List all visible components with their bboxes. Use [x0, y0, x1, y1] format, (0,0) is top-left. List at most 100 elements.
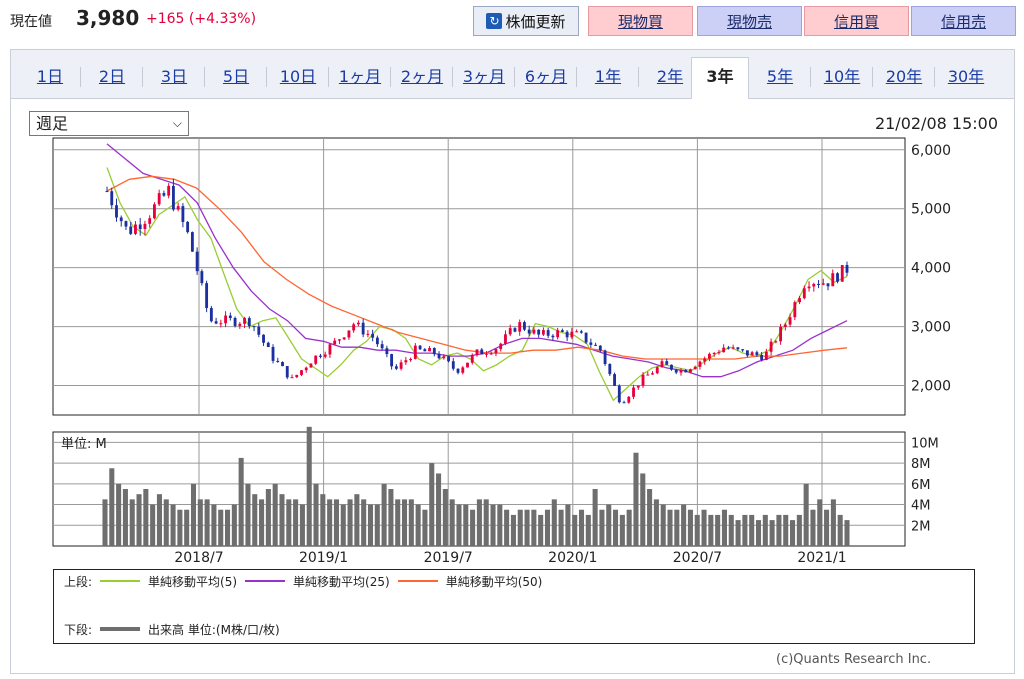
volume-bar	[190, 483, 197, 546]
candle-body	[532, 329, 536, 334]
tab-2d[interactable]: 2日	[81, 63, 143, 91]
tab-2y[interactable]: 2年	[656, 67, 684, 86]
volume-bar	[755, 520, 762, 546]
refresh-icon: ↻	[486, 13, 503, 29]
candle-body	[760, 354, 764, 360]
legend-lower-row: 下段: 出来高 単位:(M株/口/枚)	[64, 621, 280, 637]
cash-buy-button[interactable]: 現物買	[588, 6, 693, 36]
chart-panel: 1日 2日 3日 5日 10日 1ヶ月 2ヶ月 3ヶ月 6ヶ月 1年 2年 3年…	[10, 49, 1015, 674]
candle-body	[233, 317, 237, 326]
tab-10y[interactable]: 10年	[811, 63, 873, 91]
volume-bar	[204, 499, 210, 546]
candle-body	[105, 191, 109, 193]
volume-bar	[844, 520, 850, 546]
candle-body	[110, 191, 114, 206]
tab-3m[interactable]: 3ヶ月	[453, 63, 515, 91]
volume-bar	[388, 489, 394, 546]
candle-body	[181, 206, 185, 222]
interval-select[interactable]: 週足 ⌵	[29, 111, 189, 136]
candle-body	[622, 402, 626, 404]
price-chart-area: 6,000 5,000 4,000 3,000 2,000	[52, 137, 951, 416]
volume-bar	[211, 504, 217, 546]
candle-body	[722, 347, 726, 353]
volume-bar	[476, 499, 482, 546]
volume-bar	[483, 499, 489, 546]
volume-bar	[544, 509, 551, 546]
volume-y-axis: 10M 8M 6M 4M 2M	[911, 436, 939, 534]
legend-ma5-label: 単純移動平均(5)	[148, 574, 238, 589]
margin-buy-button[interactable]: 信用買	[804, 6, 909, 36]
volume-bar	[599, 509, 605, 546]
candle-body	[205, 283, 209, 309]
refresh-price-button[interactable]: ↻ 株価更新	[473, 6, 579, 36]
candle-body	[698, 361, 702, 367]
candle-body	[148, 218, 152, 224]
volume-bar	[490, 504, 496, 546]
candle-body	[456, 368, 460, 373]
candle-body	[712, 352, 716, 354]
volume-unit-label: 単位: M	[61, 436, 107, 452]
candle-body	[394, 366, 398, 369]
candle-body	[579, 331, 583, 333]
tab-5y[interactable]: 5年	[749, 63, 811, 91]
candle-body	[670, 364, 673, 370]
legend-volume-label: 出来高 単位:(M株/口/枚)	[148, 622, 280, 637]
volume-bar	[333, 499, 339, 546]
candle-body	[798, 298, 801, 303]
candle-body	[674, 369, 678, 373]
legend-volume-swatch	[100, 627, 141, 631]
candle-body	[171, 185, 175, 210]
tab-30y[interactable]: 30年	[947, 67, 985, 86]
candle-body	[812, 283, 816, 287]
tab-1d[interactable]: 1日	[19, 63, 81, 91]
volume-bar	[749, 514, 755, 546]
tab-10d[interactable]: 10日	[267, 63, 329, 91]
x-tick-label: 2020/7	[673, 550, 722, 566]
candle-body	[262, 334, 265, 343]
volume-bar	[674, 509, 680, 546]
candles	[105, 178, 849, 404]
candle-body	[319, 355, 322, 357]
volume-bar	[565, 504, 571, 546]
candle-body	[783, 324, 787, 327]
interval-select-value: 週足	[36, 114, 69, 133]
volume-bar	[626, 509, 632, 546]
tab-3d[interactable]: 3日	[143, 63, 205, 91]
tab-6m[interactable]: 6ヶ月	[515, 63, 577, 91]
tab-1m[interactable]: 1ヶ月	[329, 63, 391, 91]
legend-ma50-label: 単純移動平均(50)	[445, 574, 543, 589]
volume-bar	[694, 514, 700, 546]
candle-body	[589, 342, 593, 345]
volume-bar	[218, 509, 224, 546]
stock-chart: 6,000 5,000 4,000 3,000 2,000 10M 8M 6M 4M 2M 単位…	[52, 137, 951, 566]
candle-body	[570, 331, 574, 338]
candle-body	[418, 345, 422, 350]
volume-bar	[824, 509, 830, 546]
candle-body	[380, 344, 384, 349]
candle-body	[651, 373, 654, 375]
volume-bar	[143, 489, 149, 546]
legend-ma25-label: 単純移動平均(25)	[293, 574, 390, 589]
candle-body	[603, 350, 607, 365]
tab-1y[interactable]: 1年	[577, 63, 639, 91]
volume-bar	[456, 504, 462, 546]
volume-bar	[320, 494, 326, 546]
tab-5d[interactable]: 5日	[205, 63, 267, 91]
candle-body	[499, 343, 503, 350]
candle-body	[779, 326, 783, 342]
candle-body	[470, 355, 474, 363]
tab-3y[interactable]: 3年	[691, 57, 749, 99]
volume-bar	[681, 504, 687, 546]
tab-2m[interactable]: 2ヶ月	[391, 63, 453, 91]
cash-sell-button[interactable]: 現物売	[697, 6, 802, 36]
candle-body	[366, 333, 370, 335]
margin-sell-button[interactable]: 信用売	[911, 6, 1016, 36]
candle-body	[243, 318, 246, 324]
candle-body	[836, 273, 839, 282]
volume-tick-label: 8M	[911, 457, 931, 472]
candle-body	[508, 328, 512, 335]
tab-20y[interactable]: 20年	[873, 63, 935, 91]
x-tick-label: 2018/7	[174, 550, 223, 566]
volume-bar	[177, 509, 183, 546]
volume-chart-area: 10M 8M 6M 4M 2M 単位: M	[52, 426, 939, 547]
